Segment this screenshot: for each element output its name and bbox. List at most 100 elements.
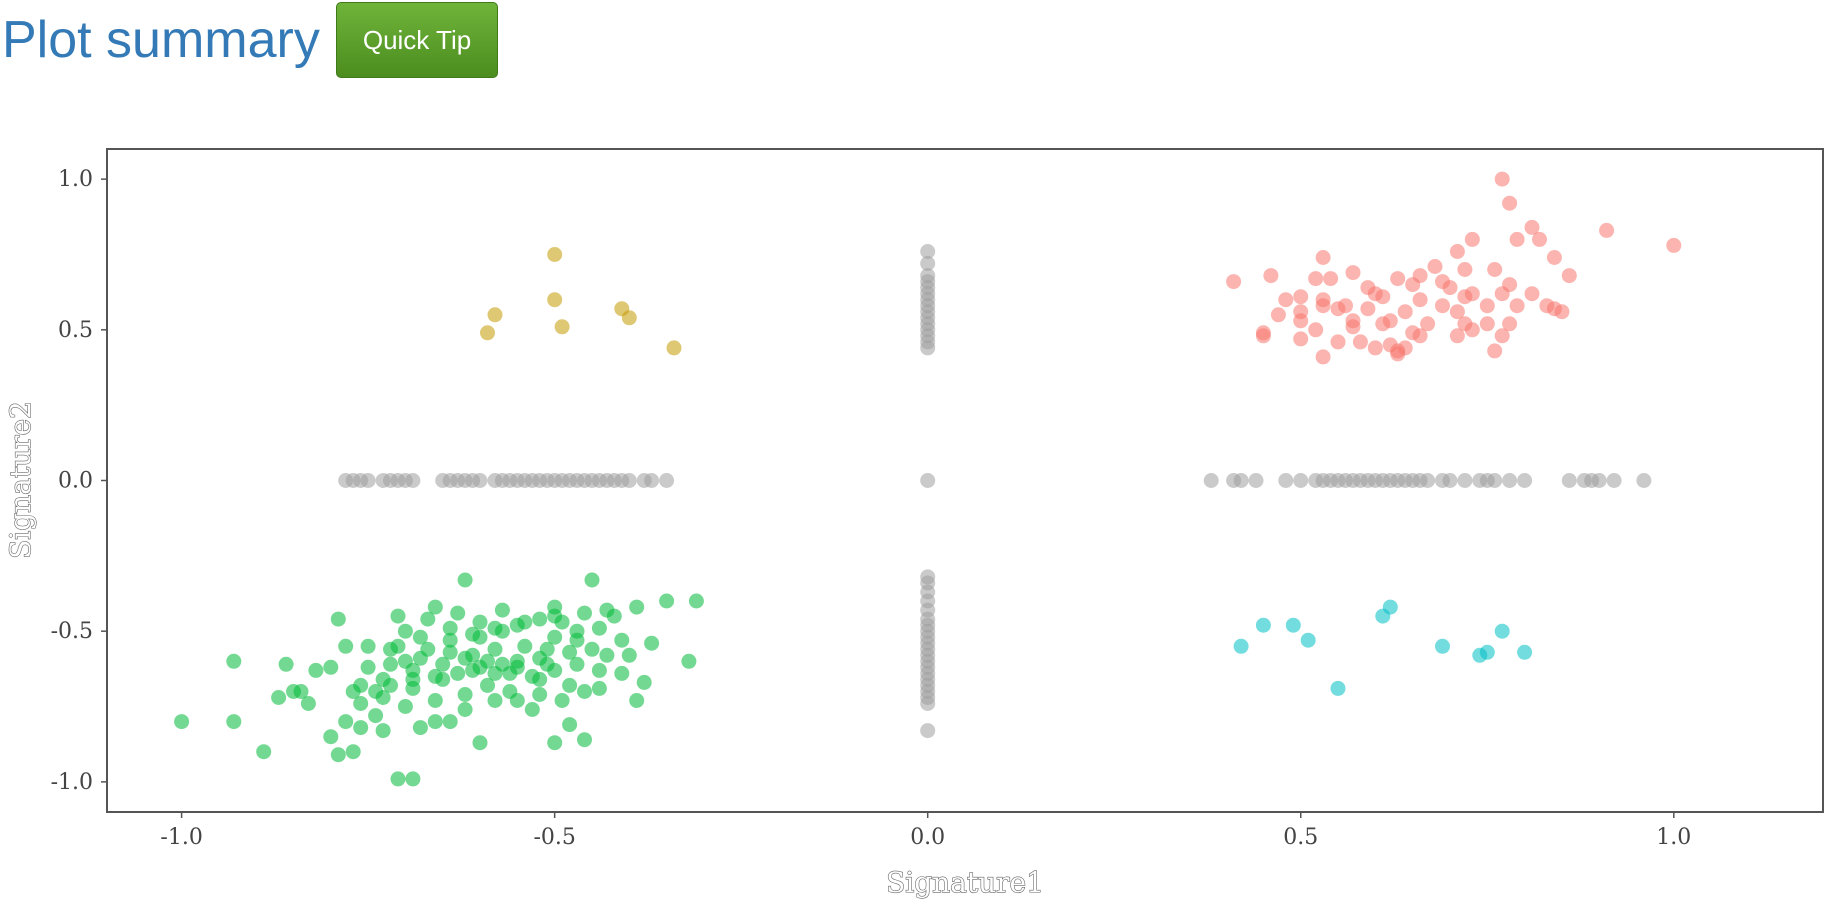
data-point	[293, 684, 309, 699]
data-point	[1233, 638, 1249, 654]
data-point	[1479, 644, 1495, 660]
data-point	[659, 593, 675, 609]
data-point	[487, 693, 503, 708]
data-point	[323, 729, 339, 745]
data-point	[450, 605, 466, 621]
data-point	[1248, 473, 1264, 488]
data-point	[614, 632, 630, 648]
data-point	[577, 684, 592, 699]
data-point	[1330, 334, 1346, 350]
x-axis: -1.0 -0.5 0.0 0.5 1.0	[160, 812, 1691, 850]
data-point	[457, 687, 473, 702]
data-point	[1427, 259, 1443, 274]
data-point	[1345, 319, 1361, 335]
data-point	[509, 617, 525, 633]
data-point	[1449, 304, 1465, 320]
data-point	[397, 699, 413, 714]
data-point	[1464, 231, 1480, 247]
data-point	[353, 720, 369, 736]
data-point	[1330, 680, 1346, 696]
data-point	[1390, 271, 1406, 287]
data-point	[920, 244, 936, 259]
data-point	[636, 674, 652, 690]
data-point	[554, 319, 570, 335]
data-point	[1494, 286, 1510, 302]
data-point	[1255, 617, 1271, 633]
data-point	[1293, 313, 1309, 329]
data-point	[1360, 280, 1376, 296]
data-point	[345, 744, 361, 760]
data-point	[1546, 250, 1562, 265]
data-point	[1382, 313, 1398, 329]
data-point	[1509, 231, 1525, 247]
data-point	[308, 662, 324, 678]
data-point	[920, 473, 936, 488]
data-point	[1636, 473, 1652, 488]
data-point	[532, 650, 548, 666]
data-point	[1517, 644, 1533, 660]
data-point	[480, 325, 495, 341]
data-point	[494, 602, 510, 618]
data-point	[1226, 274, 1242, 290]
data-point	[577, 732, 592, 748]
data-point	[920, 256, 936, 271]
data-point	[1293, 473, 1309, 488]
data-point	[487, 641, 503, 657]
data-point	[271, 690, 287, 705]
data-point	[1457, 262, 1473, 277]
data-point	[1487, 473, 1503, 488]
data-point	[920, 340, 936, 356]
data-point	[427, 693, 443, 708]
data-point	[1405, 277, 1421, 293]
data-point	[517, 638, 533, 654]
page-title: Plot summary	[2, 11, 320, 69]
quick-tip-button[interactable]: Quick Tip	[335, 2, 499, 78]
data-point	[1487, 262, 1503, 277]
data-point	[688, 593, 704, 609]
x-tick-label: 0.5	[1283, 825, 1318, 850]
data-point	[599, 647, 615, 663]
data-point	[405, 473, 421, 488]
data-point	[226, 714, 242, 730]
data-point	[472, 614, 488, 630]
data-point	[666, 340, 682, 356]
data-point	[1315, 298, 1331, 314]
data-point	[1502, 473, 1518, 488]
data-point	[390, 608, 406, 624]
data-point	[920, 723, 936, 739]
data-point	[345, 684, 361, 699]
data-point	[330, 747, 346, 763]
data-point	[1367, 340, 1383, 356]
data-point	[278, 656, 294, 672]
x-tick-label: -1.0	[160, 825, 202, 850]
data-point	[547, 662, 563, 678]
data-point	[1464, 322, 1480, 338]
data-point	[487, 620, 503, 636]
data-point	[383, 641, 398, 657]
data-point	[330, 611, 346, 627]
data-point	[1457, 473, 1473, 488]
data-point	[1494, 171, 1510, 187]
data-point	[591, 662, 607, 678]
data-point	[360, 659, 376, 675]
data-point	[457, 702, 473, 717]
data-point	[1457, 289, 1473, 305]
data-point	[502, 665, 518, 681]
data-point	[591, 620, 607, 636]
data-point	[629, 693, 645, 708]
data-point	[256, 744, 272, 760]
data-point	[450, 665, 466, 681]
data-point	[1487, 343, 1503, 359]
data-point	[472, 473, 488, 488]
data-point	[591, 680, 607, 696]
data-point	[1435, 298, 1450, 314]
data-point	[1449, 244, 1465, 259]
data-point	[547, 629, 563, 645]
data-point	[1442, 473, 1458, 488]
data-point	[644, 635, 660, 651]
data-point	[569, 656, 585, 672]
data-point	[1300, 632, 1316, 648]
y-tick-label: -0.5	[51, 619, 93, 644]
data-point	[412, 720, 428, 736]
data-point	[524, 702, 540, 717]
